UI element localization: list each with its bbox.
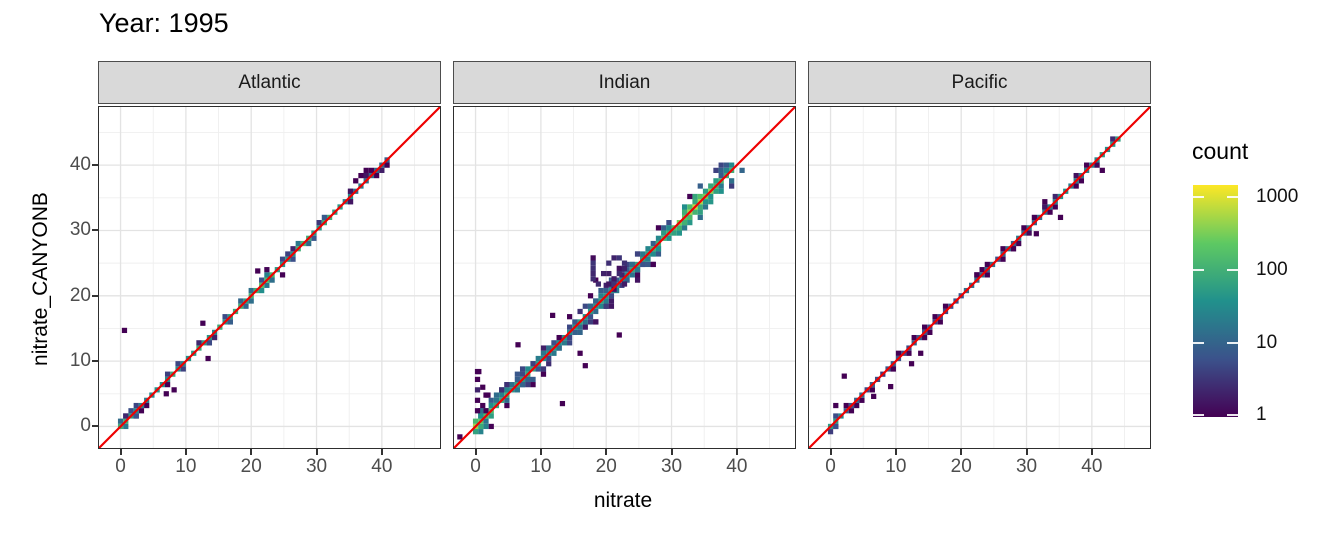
x-tick-label: 40 <box>726 456 748 477</box>
y-tick-mark <box>92 229 99 232</box>
legend-tick-label: 10 <box>1256 331 1278 353</box>
plot-title: Year: 1995 <box>99 8 229 38</box>
x-tick-label: 20 <box>240 456 262 477</box>
x-tick-label: 10 <box>175 456 197 477</box>
x-tick-label: 20 <box>595 456 617 477</box>
y-tick-mark <box>92 360 99 363</box>
x-tick-mark <box>119 449 122 455</box>
facet-chart-atlantic <box>99 107 440 448</box>
x-tick-mark <box>380 449 383 455</box>
x-tick-label: 20 <box>950 456 972 477</box>
legend-tick-mark <box>1227 414 1238 417</box>
legend-tick-mark <box>1193 196 1204 198</box>
facet-panel-indian <box>453 106 796 449</box>
facet-panel-pacific <box>808 106 1151 449</box>
x-tick-mark <box>1025 449 1028 455</box>
x-tick-label: 0 <box>470 456 481 477</box>
x-tick-label: 30 <box>1015 456 1038 477</box>
facet-strip-atlantic: Atlantic <box>98 61 441 104</box>
y-tick-label: 40 <box>69 154 91 176</box>
legend-tick-label: 1 <box>1256 404 1267 426</box>
facet-strip-pacific: Pacific <box>808 61 1151 104</box>
x-tick-label: 30 <box>305 456 328 477</box>
x-tick-label: 0 <box>825 456 836 477</box>
x-axis-title: nitrate <box>593 489 653 512</box>
x-tick-label: 40 <box>371 456 393 477</box>
legend-tick-mark <box>1227 196 1238 198</box>
legend-colorbar <box>1193 185 1238 417</box>
y-tick-label: 0 <box>80 415 91 437</box>
x-tick-mark <box>539 449 542 455</box>
x-tick-label: 0 <box>115 456 126 477</box>
legend-title: count <box>1192 138 1249 164</box>
x-tick-label: 40 <box>1081 456 1103 477</box>
y-tick-mark <box>92 425 99 428</box>
x-tick-mark <box>670 449 673 455</box>
legend-tick-mark <box>1227 341 1238 344</box>
y-tick-mark <box>92 294 99 297</box>
x-tick-label: 30 <box>660 456 683 477</box>
facet-panel-atlantic <box>98 106 441 449</box>
facet-strip-indian: Indian <box>453 61 796 104</box>
legend-tick-mark <box>1193 414 1204 417</box>
y-tick-label: 30 <box>69 219 91 241</box>
x-tick-label: 10 <box>885 456 907 477</box>
x-tick-mark <box>315 449 318 455</box>
legend-tick-label: 100 <box>1256 258 1288 280</box>
x-tick-mark <box>605 449 608 455</box>
x-tick-mark <box>474 449 477 455</box>
x-tick-mark <box>960 449 963 455</box>
x-tick-mark <box>829 449 832 455</box>
facet-chart-pacific <box>809 107 1150 448</box>
y-tick-label: 20 <box>69 284 91 306</box>
x-tick-label: 10 <box>530 456 552 477</box>
facet-chart-indian <box>454 107 795 448</box>
legend-tick-label: 1000 <box>1256 186 1299 207</box>
legend-tick-mark <box>1193 268 1204 271</box>
x-tick-mark <box>250 449 253 455</box>
x-tick-mark <box>735 449 738 455</box>
x-tick-mark <box>894 449 897 455</box>
y-tick-mark <box>92 164 99 167</box>
y-tick-label: 10 <box>69 350 91 372</box>
x-tick-mark <box>184 449 187 455</box>
legend-tick-mark <box>1227 268 1238 271</box>
x-tick-mark <box>1090 449 1093 455</box>
legend-tick-mark <box>1193 341 1204 344</box>
